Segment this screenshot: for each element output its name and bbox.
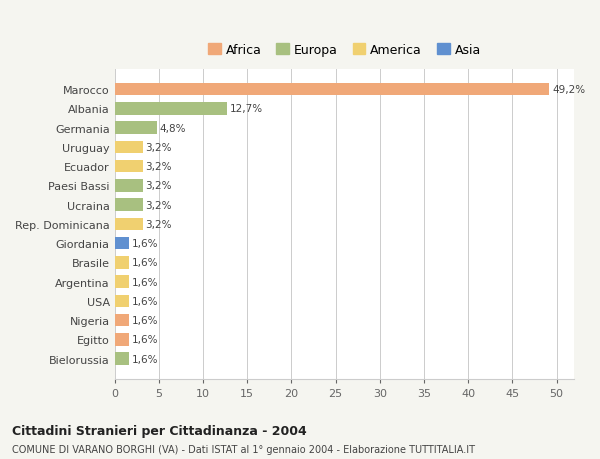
Text: 1,6%: 1,6% [131,258,158,268]
Bar [115,257,129,269]
Text: 3,2%: 3,2% [146,219,172,230]
Text: 1,6%: 1,6% [131,335,158,345]
Text: 1,6%: 1,6% [131,354,158,364]
Bar [115,103,227,115]
Text: 4,8%: 4,8% [160,123,186,133]
Bar [115,84,550,96]
Bar [115,333,129,346]
Bar [115,276,129,288]
Text: 3,2%: 3,2% [146,142,172,152]
Text: 3,2%: 3,2% [146,162,172,172]
Bar [115,295,129,308]
Bar [115,314,129,327]
Bar [115,237,129,250]
Text: 1,6%: 1,6% [131,315,158,325]
Text: 1,6%: 1,6% [131,239,158,248]
Text: 49,2%: 49,2% [552,85,585,95]
Text: COMUNE DI VARANO BORGHI (VA) - Dati ISTAT al 1° gennaio 2004 - Elaborazione TUTT: COMUNE DI VARANO BORGHI (VA) - Dati ISTA… [12,444,475,454]
Bar [115,353,129,365]
Bar [115,161,143,173]
Bar [115,122,157,134]
Bar [115,141,143,154]
Text: 1,6%: 1,6% [131,277,158,287]
Bar [115,218,143,230]
Text: 12,7%: 12,7% [230,104,263,114]
Text: 1,6%: 1,6% [131,296,158,306]
Text: 3,2%: 3,2% [146,181,172,191]
Legend: Africa, Europa, America, Asia: Africa, Europa, America, Asia [203,39,486,62]
Bar [115,179,143,192]
Text: 3,2%: 3,2% [146,200,172,210]
Text: Cittadini Stranieri per Cittadinanza - 2004: Cittadini Stranieri per Cittadinanza - 2… [12,424,307,437]
Bar [115,199,143,211]
